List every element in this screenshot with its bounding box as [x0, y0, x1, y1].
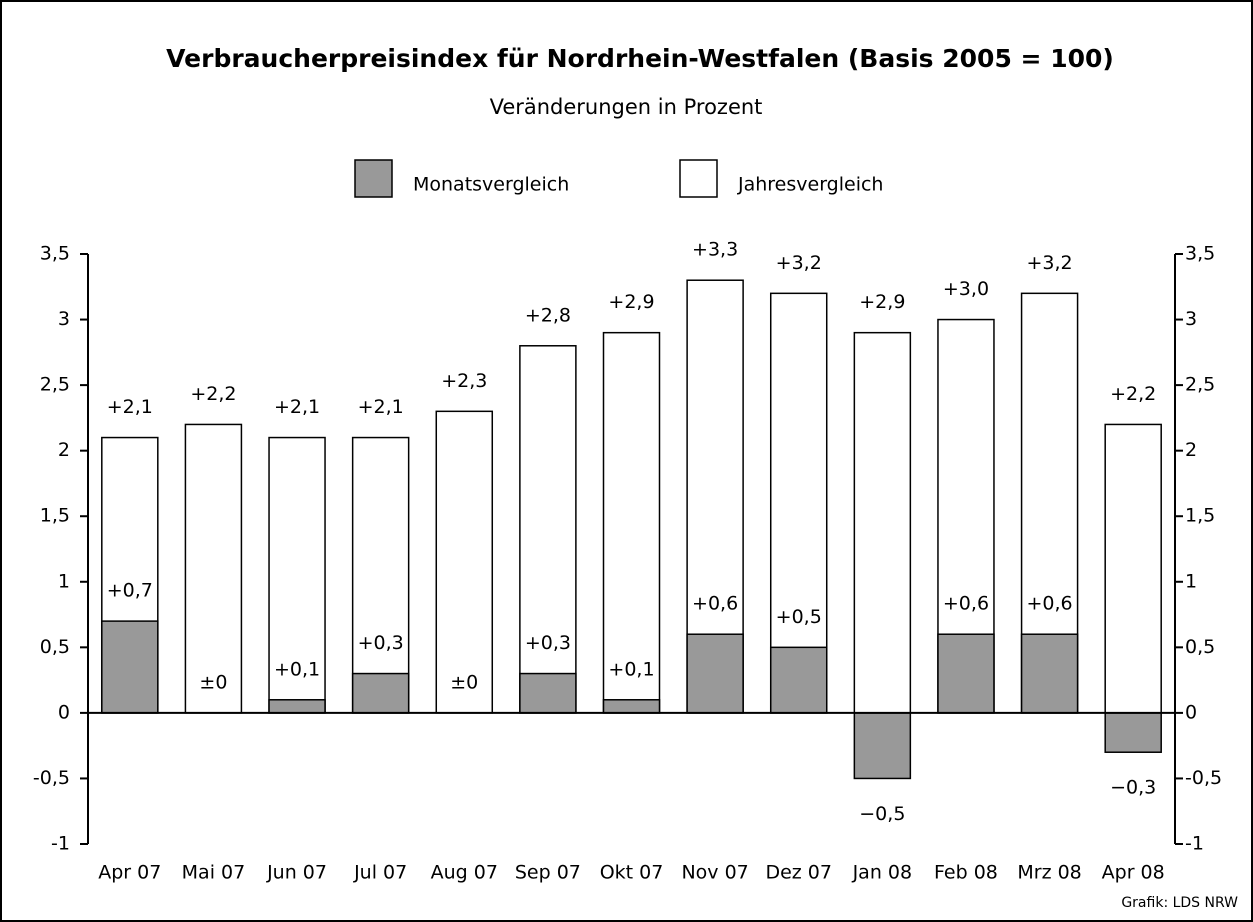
value-label: +0,6	[943, 593, 989, 615]
x-tick-label: Sep 07	[515, 862, 581, 884]
value-label: +0,6	[692, 593, 738, 615]
value-label: +0,1	[274, 658, 320, 680]
value-label: +0,1	[608, 658, 654, 680]
value-label: +2,1	[107, 396, 153, 418]
bar	[101, 620, 159, 714]
y2-tick-label: 2	[1185, 439, 1197, 461]
value-label: +2,9	[608, 291, 654, 313]
value-label: +2,3	[441, 370, 487, 392]
x-tick-label: Dez 07	[765, 862, 832, 884]
x-tick-label: Jul 07	[353, 862, 407, 884]
value-label: +0,7	[107, 580, 153, 602]
bar	[1104, 423, 1162, 714]
y2-tick-label: 0,5	[1185, 636, 1215, 658]
x-tick-label: Jun 07	[266, 862, 327, 884]
chart-subtitle: Veränderungen in Prozent	[490, 95, 763, 119]
value-label: +2,2	[1110, 383, 1156, 405]
bar	[184, 423, 243, 714]
value-label: +2,1	[274, 396, 320, 418]
value-label: −0,5	[859, 803, 905, 825]
bar	[853, 331, 912, 714]
y2-tick-label: -0,5	[1185, 767, 1222, 789]
value-label: +3,2	[1027, 252, 1073, 274]
x-tick-label: Apr 08	[1102, 862, 1165, 884]
legend-swatch	[354, 159, 393, 198]
y2-tick-label: -1	[1185, 833, 1204, 855]
y-tick-label: 2,5	[40, 374, 70, 396]
value-label: +0,6	[1027, 593, 1073, 615]
y2-tick-label: 1,5	[1185, 505, 1215, 527]
y2-tick-label: 3	[1185, 308, 1197, 330]
bar	[268, 699, 326, 714]
bar	[519, 345, 577, 714]
bar	[519, 672, 577, 714]
y-tick-label: 0,5	[40, 636, 70, 658]
value-label: +3,2	[776, 252, 822, 274]
bar	[1020, 633, 1079, 714]
chart-title: Verbraucherpreisindex für Nordrhein-West…	[166, 44, 1114, 73]
y2-tick-label: 1	[1185, 570, 1197, 592]
bar	[268, 436, 326, 714]
value-label: +2,8	[525, 304, 571, 326]
source: Grafik: LDS NRW	[1121, 895, 1238, 911]
x-tick-label: Aug 07	[431, 862, 498, 884]
bar	[769, 646, 828, 714]
x-tick-label: Mai 07	[182, 862, 246, 884]
bar	[937, 633, 995, 714]
legend-label: Monatsvergleich	[413, 174, 569, 196]
value-label: +0,3	[525, 632, 571, 654]
bar	[1104, 712, 1162, 753]
y2-tick-label: 2,5	[1185, 374, 1215, 396]
y-tick-label: -0,5	[33, 767, 70, 789]
bar	[769, 292, 828, 714]
value-label: +2,2	[190, 383, 236, 405]
legend-swatch	[679, 159, 718, 198]
value-label: +0,3	[358, 632, 404, 654]
legend-label: Jahresvergleich	[737, 174, 883, 196]
value-label: ±0	[450, 671, 478, 693]
y2-tick-label: 3,5	[1185, 243, 1215, 265]
y-tick-label: -1	[51, 833, 70, 855]
y-tick-label: 0	[58, 701, 70, 723]
y-tick-label: 1,5	[40, 505, 70, 527]
value-label: +3,3	[692, 239, 738, 261]
bar	[602, 699, 661, 714]
value-label: +0,5	[776, 606, 822, 628]
value-label: ±0	[199, 671, 227, 693]
y-tick-label: 2	[58, 439, 70, 461]
value-label: +2,1	[358, 396, 404, 418]
bar	[686, 633, 744, 714]
value-label: −0,3	[1110, 777, 1156, 799]
x-tick-label: Feb 08	[934, 862, 998, 884]
bar	[602, 331, 661, 714]
x-tick-label: Mrz 08	[1017, 862, 1081, 884]
y2-tick-label: 0	[1185, 701, 1197, 723]
y-tick-label: 3,5	[40, 243, 70, 265]
bar	[435, 410, 494, 714]
bar	[351, 672, 410, 714]
bar	[351, 436, 410, 714]
y-tick-label: 1	[58, 570, 70, 592]
y-tick-label: 3	[58, 308, 70, 330]
value-label: +2,9	[859, 291, 905, 313]
x-tick-label: Apr 07	[98, 862, 161, 884]
x-tick-label: Jan 08	[852, 862, 913, 884]
value-label: +3,0	[943, 278, 989, 300]
x-tick-label: Nov 07	[681, 862, 748, 884]
x-tick-label: Okt 07	[600, 862, 664, 884]
bar	[853, 712, 912, 780]
